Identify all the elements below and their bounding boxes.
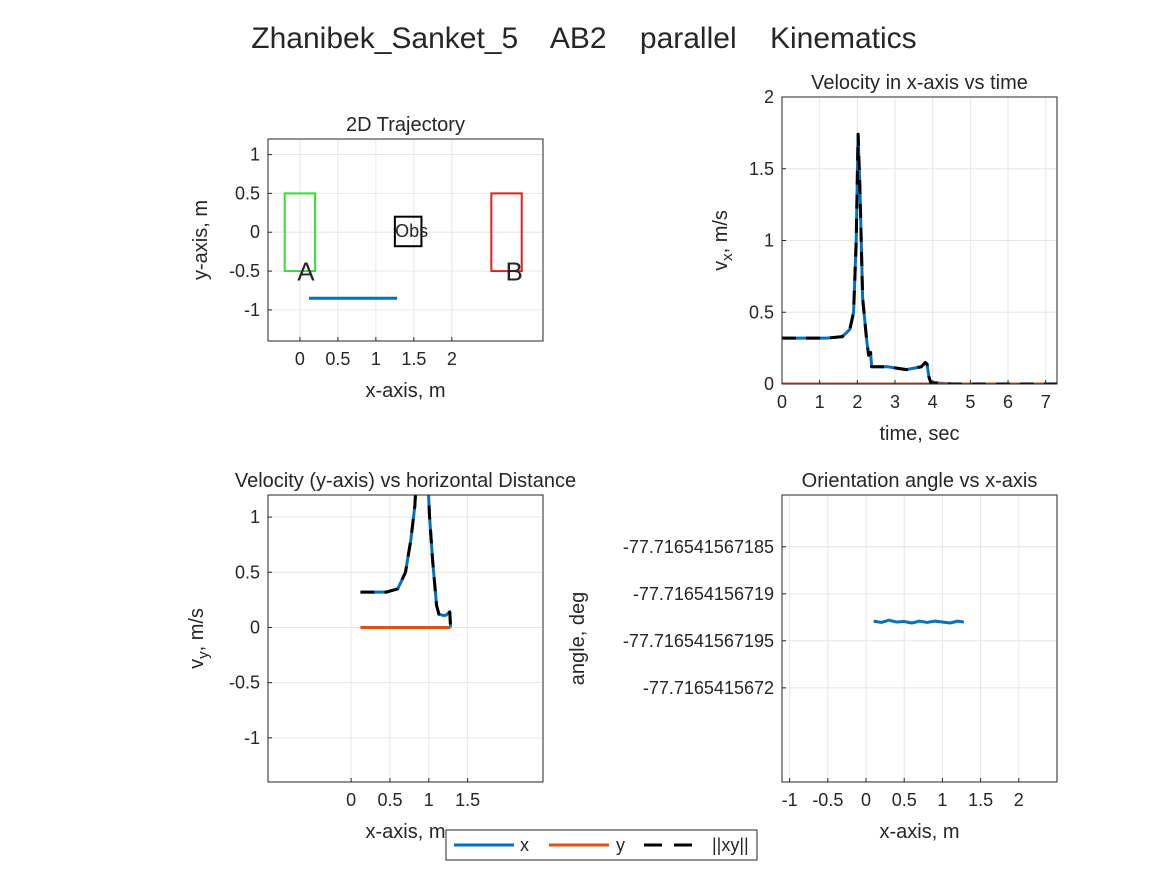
axis-label-x: x-axis, m bbox=[366, 380, 446, 402]
tick-label-y: 1 bbox=[764, 231, 774, 251]
tick-label-x: -1 bbox=[782, 790, 798, 810]
tick-label-y: 1 bbox=[250, 145, 260, 165]
tick-label-y: -77.716541567185 bbox=[623, 537, 774, 557]
tick-label-y: 0 bbox=[250, 222, 260, 242]
chart-title: Orientation angle vs x-axis bbox=[802, 470, 1038, 492]
tick-label-y: -1 bbox=[244, 728, 260, 748]
tick-label-x: 5 bbox=[965, 392, 975, 412]
tick-label-y: 1 bbox=[250, 507, 260, 527]
annotation-b: B bbox=[505, 256, 522, 286]
legend: x y ||xy|| bbox=[445, 829, 758, 861]
tick-label-x: 7 bbox=[1041, 392, 1051, 412]
series-line-xy bbox=[782, 132, 1057, 384]
axes-box bbox=[781, 494, 1058, 783]
tick-label-x: 1 bbox=[815, 392, 825, 412]
tick-label-x: 1.5 bbox=[401, 349, 426, 369]
tick-label-x: 0.5 bbox=[325, 349, 350, 369]
tick-label-y: 0.5 bbox=[235, 562, 260, 582]
legend-label-xy: ||xy|| bbox=[712, 835, 749, 855]
legend-label-y: y bbox=[616, 835, 625, 855]
tick-label-x: 1 bbox=[937, 790, 947, 810]
axes-box bbox=[267, 494, 544, 783]
tick-label-x: 6 bbox=[1003, 392, 1013, 412]
tick-label-x: 2 bbox=[1014, 790, 1024, 810]
axis-label-y: vy, m/s bbox=[186, 608, 212, 669]
chart-title: Velocity (y-axis) vs horizontal Distance bbox=[235, 470, 576, 492]
tick-label-y: -0.5 bbox=[229, 261, 260, 281]
axis-label-y: vx, m/s bbox=[710, 210, 736, 271]
chart-velocity-x-vs-time: 0 1 2 3 4 5 6 7 2 1.5 1 0.5 0 Velocity in x-axis vs t… bbox=[710, 72, 1058, 445]
tick-label-y: 0.5 bbox=[235, 183, 260, 203]
tick-label-x: 1.5 bbox=[968, 790, 993, 810]
tick-label-y: 0 bbox=[250, 617, 260, 637]
tick-label-x: 0 bbox=[777, 392, 787, 412]
plot-content bbox=[283, 192, 523, 300]
tick-label-x: 2 bbox=[852, 392, 862, 412]
axis-label-y: y-axis, m bbox=[190, 200, 212, 280]
region-regionB bbox=[490, 192, 523, 273]
tick-label-y: -1 bbox=[244, 300, 260, 320]
tick-label-y: 1.5 bbox=[749, 159, 774, 179]
chart-title: Velocity in x-axis vs time bbox=[811, 72, 1028, 94]
series-line-xy bbox=[360, 495, 453, 628]
tick-label-y: 0 bbox=[764, 374, 774, 394]
tick-label-x: 0.5 bbox=[892, 790, 917, 810]
annotation-obs: Obs bbox=[395, 221, 428, 241]
tick-label-y: -77.71654156719 bbox=[633, 584, 774, 604]
tick-label-y: -0.5 bbox=[229, 673, 260, 693]
tick-label-x: 1 bbox=[424, 790, 434, 810]
region-obs bbox=[393, 215, 423, 248]
legend-label-x: x bbox=[520, 835, 529, 855]
chart-2d-trajectory: A B Obs 0 0.5 1 1.5 2 1 0.5 0 -0.5 -1 2D Trajectory x-… bbox=[190, 114, 544, 402]
axis-label-y: angle, deg bbox=[567, 592, 589, 685]
axis-label-x: time, sec bbox=[879, 423, 959, 445]
axis-label-x: x-axis, m bbox=[366, 821, 446, 843]
plot-area bbox=[268, 495, 543, 782]
tick-label-x: 1.5 bbox=[455, 790, 480, 810]
annotation-a: A bbox=[297, 256, 315, 286]
tick-label-x: 1 bbox=[371, 349, 381, 369]
tick-label-x: 4 bbox=[928, 392, 938, 412]
plot-area bbox=[782, 495, 1057, 782]
tick-label-y: 0.5 bbox=[749, 302, 774, 322]
axis-label-x: x-axis, m bbox=[880, 821, 960, 843]
plot-content bbox=[873, 618, 965, 625]
tick-label-x: 2 bbox=[447, 349, 457, 369]
tick-label-x: 0 bbox=[346, 790, 356, 810]
tick-label-x: 3 bbox=[890, 392, 900, 412]
tick-label-x: 0 bbox=[295, 349, 305, 369]
axes-box bbox=[267, 138, 544, 342]
tick-label-y: -77.716541567195 bbox=[623, 631, 774, 651]
tick-label-y: -77.7165415672 bbox=[643, 678, 774, 698]
chart-title: 2D Trajectory bbox=[346, 114, 465, 136]
chart-orientation-angle: -1 -0.5 0 0.5 1 1.5 2 -77.716541567185 -77.71654… bbox=[567, 470, 1058, 843]
plot-content bbox=[360, 495, 453, 629]
tick-label-y: 2 bbox=[764, 87, 774, 107]
plot-content bbox=[782, 132, 1057, 384]
tick-label-x: 0 bbox=[861, 790, 871, 810]
tick-label-x: -0.5 bbox=[812, 790, 843, 810]
region-regionA bbox=[283, 192, 317, 273]
chart-velocity-y-vs-distance: 0 0.5 1 1.5 1 0.5 0 -0.5 -1 Velocity (y-axis) vs … bbox=[186, 470, 576, 843]
series-line-x bbox=[873, 618, 965, 625]
figure-title: Zhanibek_Sanket_5 AB2 parallel Kinematic… bbox=[251, 22, 916, 55]
tick-label-x: 0.5 bbox=[377, 790, 402, 810]
plot-area bbox=[268, 139, 543, 341]
